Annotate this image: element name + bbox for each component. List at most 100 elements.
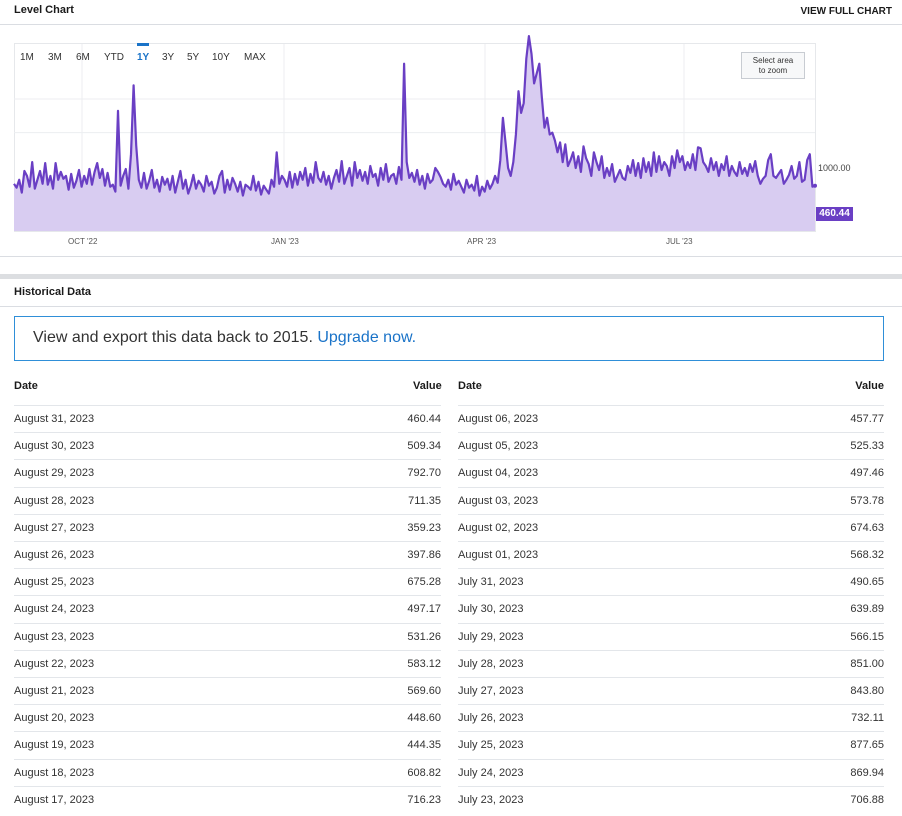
row-date: August 05, 2023 bbox=[458, 440, 539, 453]
range-button-1m[interactable]: 1M bbox=[20, 52, 34, 63]
row-value: 359.23 bbox=[407, 521, 441, 534]
table-row: July 28, 2023 851.00 bbox=[458, 649, 884, 677]
table-row: July 31, 2023 490.65 bbox=[458, 568, 884, 595]
range-button-10y[interactable]: 10Y bbox=[212, 52, 230, 63]
row-value: 711.35 bbox=[408, 494, 441, 507]
right-date-header[interactable]: Date bbox=[458, 380, 482, 392]
series-area-fill bbox=[14, 36, 815, 231]
x-axis-tick-oct: OCT '22 bbox=[68, 237, 98, 246]
level-chart-title: Level Chart bbox=[14, 4, 74, 16]
row-date: August 03, 2023 bbox=[458, 494, 539, 507]
range-button-1y[interactable]: 1Y bbox=[137, 52, 150, 63]
table-row: July 29, 2023 566.15 bbox=[458, 622, 884, 650]
row-date: August 26, 2023 bbox=[14, 549, 95, 561]
left-value-header[interactable]: Value bbox=[413, 380, 442, 392]
row-value: 674.63 bbox=[850, 521, 884, 534]
table-row: August 27, 2023 359.23 bbox=[14, 513, 441, 541]
level-chart[interactable] bbox=[0, 0, 902, 260]
table-row: July 23, 2023 706.88 bbox=[458, 785, 884, 813]
x-axis-tick-jan: JAN '23 bbox=[271, 237, 299, 246]
table-row: August 28, 2023 711.35 bbox=[14, 486, 441, 514]
zoom-hint-line-1: Select area bbox=[752, 56, 794, 65]
row-date: August 30, 2023 bbox=[14, 440, 95, 453]
row-date: August 17, 2023 bbox=[14, 793, 95, 806]
row-value: 568.32 bbox=[850, 549, 884, 561]
chart-bottom-divider bbox=[0, 256, 902, 257]
header-divider bbox=[0, 24, 902, 25]
section-separator bbox=[0, 274, 902, 279]
table-row: August 05, 2023 525.33 bbox=[458, 432, 884, 459]
row-date: August 23, 2023 bbox=[14, 630, 95, 643]
range-button-6m[interactable]: 6M bbox=[76, 52, 90, 63]
row-date: August 20, 2023 bbox=[14, 712, 95, 725]
row-date: August 01, 2023 bbox=[458, 549, 539, 561]
table-row: August 20, 2023 448.60 bbox=[14, 704, 441, 731]
table-row: July 27, 2023 843.80 bbox=[458, 677, 884, 704]
row-value: 716.23 bbox=[407, 793, 441, 806]
row-value: 444.35 bbox=[407, 739, 441, 752]
series-line bbox=[13, 35, 816, 197]
range-button-3m[interactable]: 3M bbox=[48, 52, 62, 63]
row-value: 583.12 bbox=[407, 657, 441, 670]
table-row: August 18, 2023 608.82 bbox=[14, 758, 441, 786]
row-value: 732.11 bbox=[851, 712, 884, 725]
view-full-chart-link[interactable]: VIEW FULL CHART bbox=[800, 6, 892, 17]
row-value: 569.60 bbox=[407, 685, 441, 697]
row-value: 573.78 bbox=[850, 494, 884, 507]
range-button-max[interactable]: MAX bbox=[244, 52, 266, 63]
table-row: August 06, 2023 457.77 bbox=[458, 405, 884, 432]
table-row: August 01, 2023 568.32 bbox=[458, 541, 884, 568]
row-date: July 31, 2023 bbox=[458, 576, 524, 589]
row-date: July 26, 2023 bbox=[458, 712, 524, 725]
table-row: August 03, 2023 573.78 bbox=[458, 486, 884, 514]
range-button-5y[interactable]: 5Y bbox=[187, 52, 200, 63]
historical-data-header: Historical Data bbox=[0, 282, 902, 306]
last-point bbox=[813, 183, 817, 188]
row-value: 397.86 bbox=[407, 549, 441, 561]
row-value: 490.65 bbox=[850, 576, 884, 589]
table-row: August 02, 2023 674.63 bbox=[458, 513, 884, 541]
row-date: August 31, 2023 bbox=[14, 413, 95, 425]
range-button-3y[interactable]: 3Y bbox=[162, 52, 175, 63]
y-axis-tick-label: 1000.00 bbox=[818, 163, 851, 173]
row-date: July 25, 2023 bbox=[458, 739, 524, 752]
row-value: 497.17 bbox=[407, 603, 441, 616]
last-value-badge: 460.44 bbox=[816, 207, 853, 221]
row-date: July 24, 2023 bbox=[458, 766, 524, 779]
row-date: August 06, 2023 bbox=[458, 413, 539, 425]
range-button-ytd[interactable]: YTD bbox=[104, 52, 124, 63]
table-row: August 31, 2023 460.44 bbox=[14, 405, 441, 432]
chart-frame[interactable] bbox=[14, 43, 816, 232]
select-area-zoom-hint[interactable]: Select area to zoom bbox=[741, 52, 805, 79]
zoom-hint-line-2: to zoom bbox=[758, 66, 788, 75]
historical-header-divider bbox=[0, 306, 902, 307]
table-row: August 23, 2023 531.26 bbox=[14, 622, 441, 650]
right-value-header[interactable]: Value bbox=[855, 380, 884, 392]
row-date: July 27, 2023 bbox=[458, 685, 524, 697]
table-row: August 19, 2023 444.35 bbox=[14, 731, 441, 758]
x-axis-tick-apr: APR '23 bbox=[467, 237, 497, 246]
upgrade-now-link[interactable]: Upgrade now. bbox=[317, 329, 417, 346]
table-row: August 04, 2023 497.46 bbox=[458, 459, 884, 486]
table-row: August 29, 2023 792.70 bbox=[14, 459, 441, 486]
row-value: 706.88 bbox=[850, 793, 884, 806]
row-value: 675.28 bbox=[407, 576, 441, 589]
table-row: July 25, 2023 877.65 bbox=[458, 731, 884, 758]
table-row: August 17, 2023 716.23 bbox=[14, 785, 441, 813]
table-row: August 25, 2023 675.28 bbox=[14, 568, 441, 595]
left-date-header[interactable]: Date bbox=[14, 380, 38, 392]
row-value: 608.82 bbox=[407, 766, 441, 779]
table-row: August 21, 2023 569.60 bbox=[14, 677, 441, 704]
row-date: August 18, 2023 bbox=[14, 766, 95, 779]
table-row: July 24, 2023 869.94 bbox=[458, 758, 884, 786]
table-row: July 26, 2023 732.11 bbox=[458, 704, 884, 731]
row-date: August 27, 2023 bbox=[14, 521, 95, 534]
row-date: August 02, 2023 bbox=[458, 521, 539, 534]
row-value: 639.89 bbox=[850, 603, 884, 616]
upgrade-banner-text: View and export this data back to 2015. … bbox=[33, 329, 416, 347]
row-value: 877.65 bbox=[850, 739, 884, 752]
historical-data-title: Historical Data bbox=[14, 286, 92, 298]
row-value: 509.34 bbox=[407, 440, 441, 453]
table-row: August 30, 2023 509.34 bbox=[14, 432, 441, 459]
row-date: July 29, 2023 bbox=[458, 630, 524, 643]
